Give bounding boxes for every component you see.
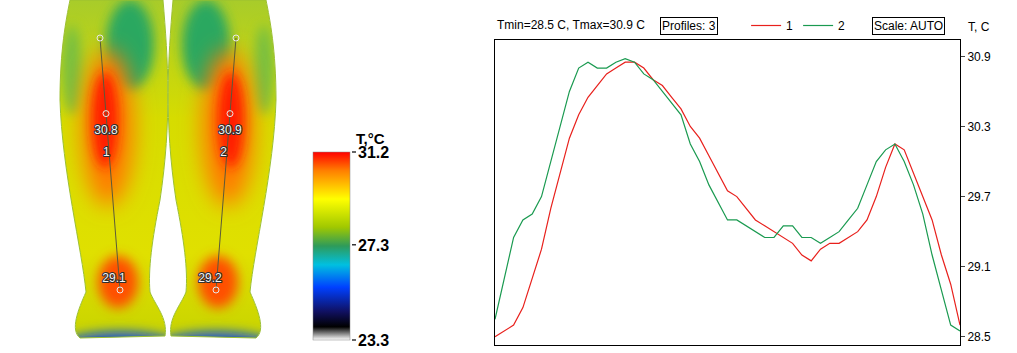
svg-text:29.1: 29.1 <box>967 260 991 274</box>
svg-text:1: 1 <box>103 145 110 159</box>
svg-text:30.9: 30.9 <box>218 123 242 137</box>
svg-text:30.8: 30.8 <box>94 123 118 137</box>
svg-text:1: 1 <box>786 19 793 33</box>
svg-text:Profiles: 3: Profiles: 3 <box>662 19 716 33</box>
svg-text:30.9: 30.9 <box>967 50 991 64</box>
svg-text:30.3: 30.3 <box>967 120 991 134</box>
svg-text:29.1: 29.1 <box>102 271 126 285</box>
svg-text:Tmin=28.5 C, Tmax=30.9 C: Tmin=28.5 C, Tmax=30.9 C <box>497 18 645 32</box>
svg-text:29.7: 29.7 <box>967 190 991 204</box>
svg-text:31.2: 31.2 <box>358 144 390 161</box>
svg-text:27.3: 27.3 <box>358 237 389 254</box>
svg-text:2: 2 <box>220 145 227 159</box>
svg-text:T,°C: T,°C <box>356 130 385 147</box>
svg-text:2: 2 <box>838 19 845 33</box>
svg-text:28.5: 28.5 <box>967 330 991 344</box>
svg-text:Scale: AUTO: Scale: AUTO <box>874 19 943 33</box>
svg-text:T, C: T, C <box>968 20 990 34</box>
svg-text:29.2: 29.2 <box>198 271 222 285</box>
svg-text:23.3: 23.3 <box>358 332 389 349</box>
